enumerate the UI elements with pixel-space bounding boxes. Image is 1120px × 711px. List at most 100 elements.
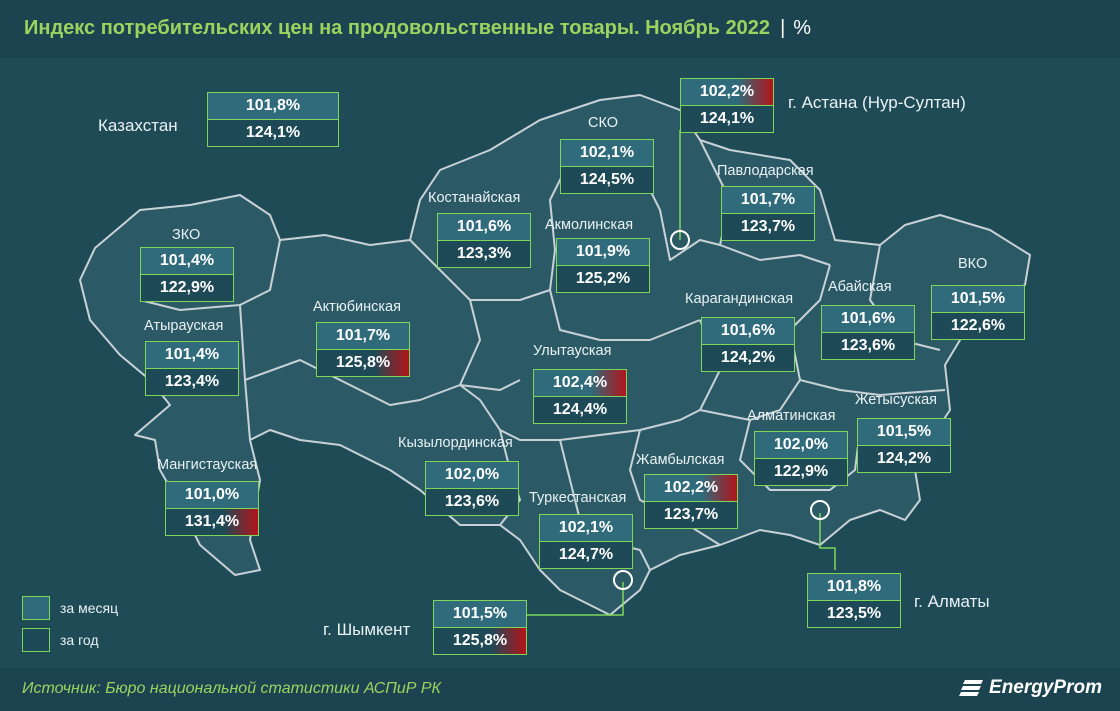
footer-bar: Источник: Бюро национальной статистики А… — [0, 668, 1120, 711]
almaty-region-year-value: 122,9% — [755, 459, 847, 485]
legend-month: за месяц — [22, 596, 118, 620]
zko-month-value: 101,4% — [141, 248, 233, 275]
header-bar: Индекс потребительских цен на продовольс… — [0, 0, 1120, 58]
astana-year-value: 124,1% — [681, 106, 773, 132]
ulytau-year-value: 124,4% — [534, 397, 626, 423]
akmola-year-value: 125,2% — [557, 266, 649, 292]
city-connectors — [525, 130, 836, 616]
page-title: Индекс потребительских цен на продовольс… — [24, 17, 811, 40]
kyzylorda-year-value: 123,6% — [426, 489, 518, 515]
kyzylorda-box: 102,0% 123,6% — [425, 461, 519, 516]
kyzylorda-month-value: 102,0% — [426, 462, 518, 489]
zko-label: ЗКО — [172, 227, 201, 243]
logo-text: EnergyProm — [989, 677, 1102, 698]
mangistau-label: Мангистауская — [157, 457, 258, 473]
zko-box: 101,4% 122,9% — [140, 247, 234, 302]
pavlodar-box: 101,7% 123,7% — [721, 186, 815, 241]
unit-label: % — [793, 17, 812, 39]
akmola-label: Акмолинская — [545, 217, 634, 233]
title-separator: | — [780, 17, 786, 39]
karaganda-year-value: 124,2% — [702, 345, 794, 371]
zhetysu-label: Жетысуская — [855, 392, 938, 408]
akmola-month-value: 101,9% — [557, 239, 649, 266]
kazakhstan-month-value: 101,8% — [208, 93, 338, 120]
energyprom-logo: EnergyProm — [959, 677, 1102, 699]
atyrau-label: Атырауская — [144, 318, 224, 334]
aktobe-month-value: 101,7% — [317, 323, 409, 350]
zhetysu-year-value: 124,2% — [858, 446, 950, 472]
vko-label: ВКО — [958, 256, 988, 272]
mangistau-box: 101,0% 131,4% — [165, 481, 259, 536]
vko-box: 101,5% 122,6% — [931, 285, 1025, 340]
almaty-marker — [810, 500, 830, 520]
turkestan-box: 102,1% 124,7% — [539, 514, 633, 569]
zhambyl-year-value: 123,7% — [645, 502, 737, 528]
pavlodar-month-value: 101,7% — [722, 187, 814, 214]
energyprom-logo-icon — [959, 680, 984, 696]
sko-year-value: 124,5% — [561, 167, 653, 193]
aktobe-label: Актюбинская — [313, 299, 401, 315]
almaty-region-box: 102,0% 122,9% — [754, 431, 848, 486]
almaty-city-month-value: 101,8% — [808, 574, 900, 601]
kyzylorda-label: Кызылординская — [398, 435, 513, 451]
akmola-box: 101,9% 125,2% — [556, 238, 650, 293]
legend-year-label: за год — [60, 632, 99, 648]
turkestan-label: Туркестанская — [529, 490, 627, 506]
sko-label: СКО — [588, 115, 619, 131]
almaty-city-label: г. Алматы — [914, 592, 990, 611]
legend-year: за год — [22, 628, 99, 652]
astana-label: г. Астана (Нур-Султан) — [788, 93, 966, 112]
abay-month-value: 101,6% — [822, 306, 914, 333]
zko-year-value: 122,9% — [141, 275, 233, 301]
astana-marker — [670, 230, 690, 250]
abay-box: 101,6% 123,6% — [821, 305, 915, 360]
mangistau-month-value: 101,0% — [166, 482, 258, 509]
almaty-region-month-value: 102,0% — [755, 432, 847, 459]
title-text: Индекс потребительских цен на продовольс… — [24, 17, 771, 39]
kostanay-label: Костанайская — [428, 190, 521, 206]
mangistau-year-value: 131,4% — [166, 509, 258, 535]
aktobe-year-value: 125,8% — [317, 350, 409, 376]
kazakhstan-box: 101,8% 124,1% — [207, 92, 339, 147]
vko-month-value: 101,5% — [932, 286, 1024, 313]
kostanay-box: 101,6% 123,3% — [437, 213, 531, 268]
ulytau-label: Улытауская — [533, 343, 612, 359]
ulytau-box: 102,4% 124,4% — [533, 369, 627, 424]
legend-year-swatch — [22, 628, 50, 652]
atyrau-year-value: 123,4% — [146, 369, 238, 395]
sko-month-value: 102,1% — [561, 140, 653, 167]
astana-box: 102,2% 124,1% — [680, 78, 774, 133]
legend-month-swatch — [22, 596, 50, 620]
atyrau-month-value: 101,4% — [146, 342, 238, 369]
zhambyl-label: Жамбылская — [636, 452, 725, 468]
kazakhstan-label: Казахстан — [98, 116, 178, 135]
almaty-city-box: 101,8% 123,5% — [807, 573, 901, 628]
shymkent-month-value: 101,5% — [434, 601, 526, 628]
shymkent-label: г. Шымкент — [323, 620, 411, 639]
almaty-city-year-value: 123,5% — [808, 601, 900, 627]
turkestan-year-value: 124,7% — [540, 542, 632, 568]
shymkent-marker — [613, 570, 633, 590]
aktobe-box: 101,7% 125,8% — [316, 322, 410, 377]
legend-month-label: за месяц — [60, 600, 119, 616]
karaganda-month-value: 101,6% — [702, 318, 794, 345]
karaganda-box: 101,6% 124,2% — [701, 317, 795, 372]
zhetysu-box: 101,5% 124,2% — [857, 418, 951, 473]
zhambyl-month-value: 102,2% — [645, 475, 737, 502]
shymkent-year-value: 125,8% — [434, 628, 526, 654]
turkestan-month-value: 102,1% — [540, 515, 632, 542]
abay-label: Абайская — [828, 279, 892, 295]
almaty-region-label: Алматинская — [747, 408, 836, 424]
pavlodar-label: Павлодарская — [717, 163, 814, 179]
ulytau-month-value: 102,4% — [534, 370, 626, 397]
vko-year-value: 122,6% — [932, 313, 1024, 339]
sko-box: 102,1% 124,5% — [560, 139, 654, 194]
karaganda-label: Карагандинская — [685, 291, 794, 307]
astana-month-value: 102,2% — [681, 79, 773, 106]
shymkent-box: 101,5% 125,8% — [433, 600, 527, 655]
atyrau-box: 101,4% 123,4% — [145, 341, 239, 396]
zhambyl-box: 102,2% 123,7% — [644, 474, 738, 529]
pavlodar-year-value: 123,7% — [722, 214, 814, 240]
kostanay-month-value: 101,6% — [438, 214, 530, 241]
